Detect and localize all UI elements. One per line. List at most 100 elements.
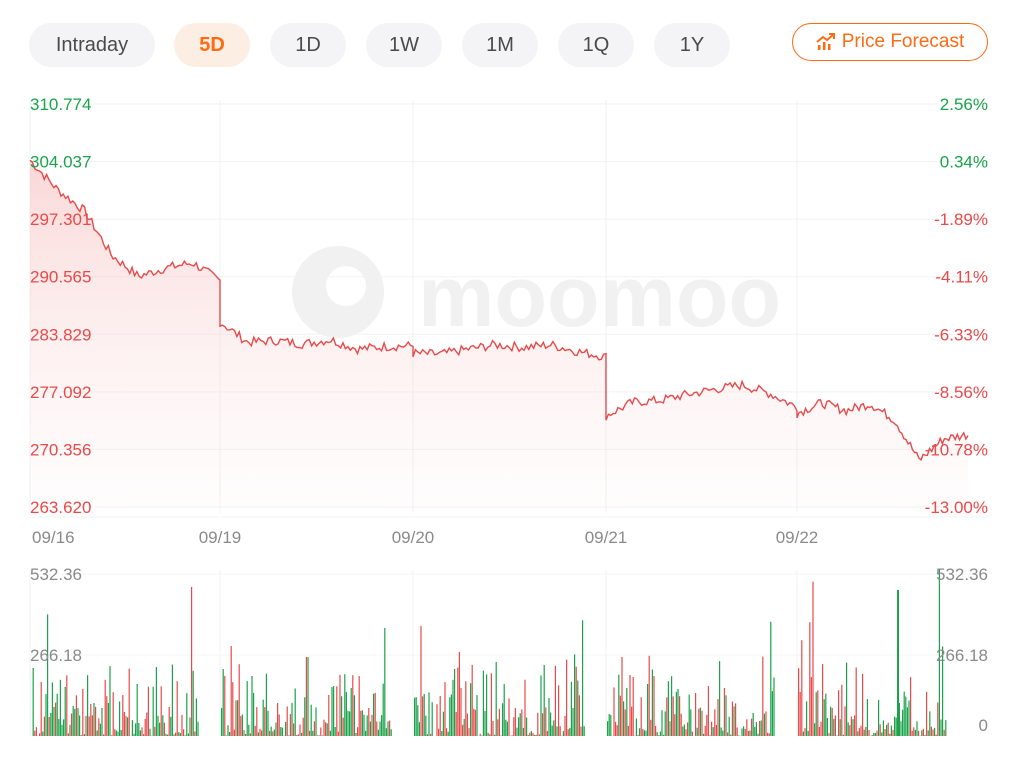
volume-bar <box>701 710 703 736</box>
tab-1m[interactable]: 1M <box>462 23 538 67</box>
volume-bar <box>446 728 448 736</box>
volume-bar <box>569 727 571 736</box>
volume-bar <box>321 735 323 736</box>
volume-bar <box>482 670 484 736</box>
volume-bar <box>77 708 79 736</box>
volume-bar <box>524 679 526 736</box>
tab-intraday[interactable]: Intraday <box>29 23 155 67</box>
volume-bar <box>516 727 518 736</box>
volume-bar <box>828 733 830 736</box>
volume-bar <box>806 701 808 736</box>
tab-1d[interactable]: 1D <box>270 23 346 67</box>
volume-bar <box>767 732 769 736</box>
volume-bar <box>580 726 582 736</box>
date-tick-label: 09/21 <box>585 528 628 547</box>
volume-bar <box>838 690 840 736</box>
volume-bar <box>648 655 650 736</box>
axis-labels: 310.774 2.56% 304.037 0.34% 297.301 -1.89% 290… <box>30 95 988 735</box>
volume-bar <box>546 731 548 736</box>
volume-bar <box>876 730 878 736</box>
volume-bar <box>69 724 71 736</box>
volume-bar <box>583 726 585 736</box>
volume-bar <box>921 730 923 736</box>
volume-bar <box>714 709 716 736</box>
volume-bar <box>812 581 814 736</box>
volume-bar <box>500 735 502 736</box>
volume-bar <box>685 729 687 736</box>
volume-bar <box>58 719 60 736</box>
volume-bar <box>373 693 375 736</box>
volume-bar <box>577 680 579 736</box>
volume-bar <box>706 714 708 736</box>
volume-bar <box>519 713 521 736</box>
tab-1y[interactable]: 1Y <box>654 23 730 67</box>
volume-bar <box>502 703 504 736</box>
volume-bar <box>825 693 827 736</box>
volume-bar <box>288 735 290 736</box>
price-tick-label: 270.356 <box>30 440 91 459</box>
volume-bar <box>741 728 743 736</box>
volume-bar <box>642 729 644 736</box>
price-forecast-button[interactable]: Price Forecast <box>792 23 988 61</box>
volume-bar <box>691 731 693 736</box>
volume-bar <box>450 694 452 736</box>
volume-bar <box>696 727 698 736</box>
volume-bar <box>871 735 873 736</box>
volume-bar <box>570 681 572 736</box>
volume-bar <box>305 657 307 736</box>
volume-bar <box>329 730 331 736</box>
volume-bar <box>310 704 312 736</box>
tab-1w[interactable]: 1W <box>366 23 442 67</box>
volume-bar <box>143 734 145 736</box>
volume-bar <box>251 676 253 736</box>
volume-bar <box>63 719 65 736</box>
volume-bar <box>757 733 759 736</box>
volume-bar <box>301 732 303 736</box>
volume-tick-label: 266.18 <box>936 646 988 665</box>
volume-bar <box>699 707 701 736</box>
tab-1q[interactable]: 1Q <box>558 23 634 67</box>
volume-bar <box>932 729 934 736</box>
volume-bar <box>257 732 259 736</box>
volume-bar <box>930 726 932 736</box>
volume-bar <box>159 722 161 736</box>
volume-bar <box>918 730 920 736</box>
volume-bar <box>154 726 156 736</box>
volume-bar <box>667 681 669 736</box>
volume-bar <box>860 725 862 736</box>
volume-bar <box>349 711 351 736</box>
volume-bar <box>74 708 76 736</box>
volume-bar <box>317 735 319 736</box>
volume-bar <box>67 733 69 736</box>
volume-bar <box>438 728 440 736</box>
volume-bar <box>415 697 417 736</box>
volume-bar <box>942 646 944 736</box>
volume-bar <box>511 735 513 736</box>
volume-bar <box>868 730 870 736</box>
volume-bar <box>357 727 359 736</box>
volume-bar <box>632 677 634 736</box>
volume-bar <box>95 706 97 736</box>
volume-bar <box>149 728 151 736</box>
tab-5d[interactable]: 5D <box>174 23 250 67</box>
volume-bar <box>578 695 580 736</box>
volume-bar <box>556 726 558 736</box>
volume-bar <box>122 695 124 736</box>
volume-bar <box>87 675 89 736</box>
volume-bar <box>35 727 37 736</box>
volume-bar <box>910 677 912 736</box>
pct-tick-label: -4.11% <box>935 268 988 287</box>
volume-bar <box>481 735 483 736</box>
volume-bar <box>682 726 684 736</box>
volume-bar <box>325 722 327 736</box>
volume-bar <box>227 725 229 736</box>
volume-bar <box>249 733 251 736</box>
volume-bar <box>254 725 256 736</box>
volume-bar <box>911 730 913 736</box>
volume-bar <box>799 692 801 736</box>
volume-bar <box>45 694 47 736</box>
volume-bar <box>191 587 193 736</box>
volume-bar <box>522 727 524 736</box>
volume-bar <box>259 728 261 736</box>
